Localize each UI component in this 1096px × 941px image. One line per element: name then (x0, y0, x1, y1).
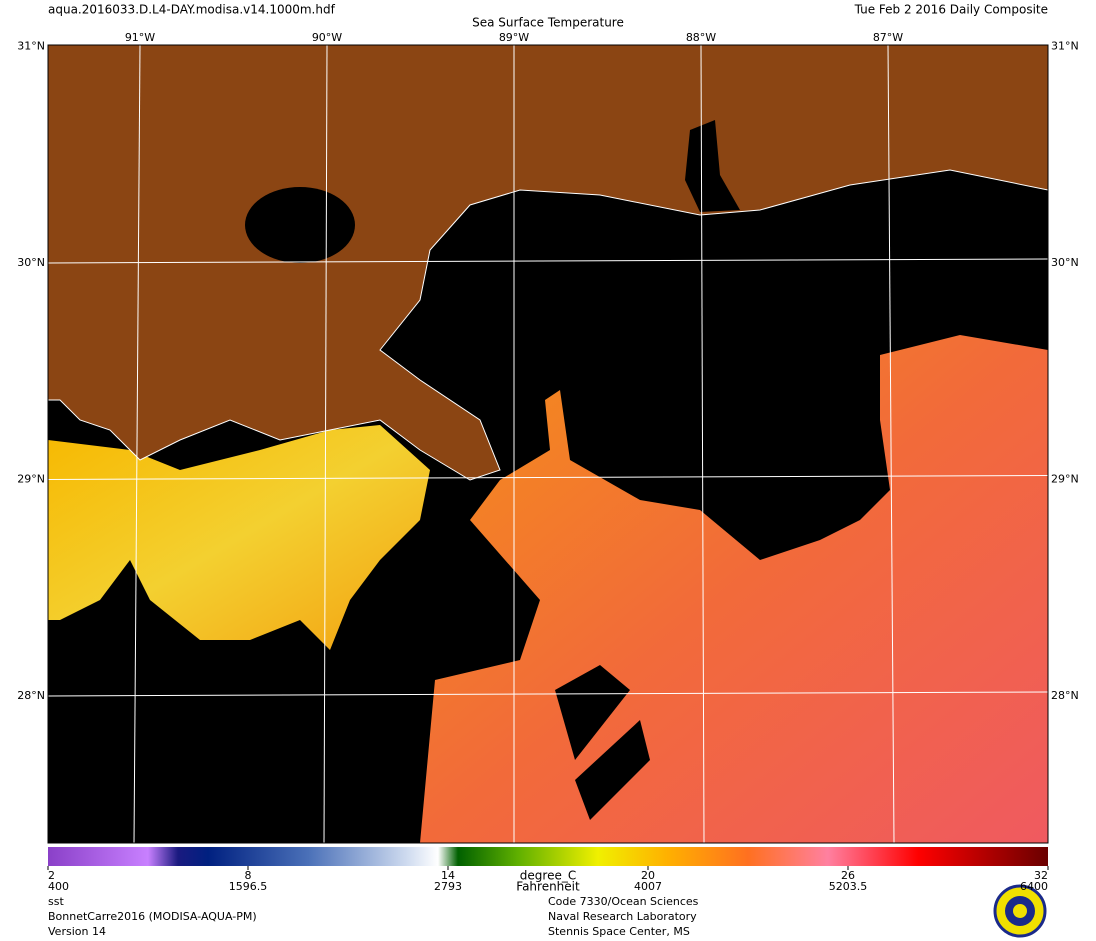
land (48, 45, 1048, 481)
map-frame (47, 44, 1049, 844)
lon-label: 89°W (499, 31, 529, 44)
lat-label: 30°N (17, 256, 45, 269)
colorbar-label: 32 (1034, 869, 1048, 882)
colorbar-label: 8 (245, 869, 252, 882)
org-line: Stennis Space Center, MS (548, 925, 690, 938)
lon-label: 90°W (312, 31, 342, 44)
title: Sea Surface Temperature (472, 16, 624, 30)
lon-label: 91°W (125, 31, 155, 44)
lon-label: 88°W (686, 31, 716, 44)
colorbar-alt-label: 5203.5 (829, 880, 868, 893)
dataset: BonnetCarre2016 (MODISA-AQUA-PM) (48, 910, 257, 923)
colorbar-label: 20 (641, 869, 655, 882)
lat-label: 31°N (17, 40, 45, 53)
colorbar-label: 26 (841, 869, 855, 882)
lon-line (700, 44, 705, 844)
filename: aqua.2016033.D.L4-DAY.modisa.v14.1000m.h… (48, 3, 336, 17)
org-line: Code 7330/Ocean Sciences (548, 895, 699, 908)
version: Version 14 (48, 925, 106, 938)
sst-west (48, 425, 430, 650)
lon-line (887, 44, 895, 844)
lat-label: 28°N (17, 689, 45, 702)
lat-line (47, 475, 1049, 480)
colorbar-label: 2 (48, 869, 55, 882)
lon-line (323, 44, 328, 844)
colorbar-alt-units: Fahrenheit (516, 880, 580, 894)
colorbar-alt-label: 400 (48, 880, 69, 893)
colorbar (48, 847, 1048, 866)
lon-line (133, 44, 141, 844)
cloud-gap (575, 720, 650, 820)
colorbar-label: 14 (441, 869, 455, 882)
cloud-gap (555, 665, 630, 760)
lat-label: 29°N (1051, 473, 1079, 486)
lat-line (47, 258, 1049, 264)
colorbar-alt-label: 4007 (634, 880, 662, 893)
lat-label: 31°N (1051, 40, 1079, 53)
graticule (47, 44, 1049, 844)
lake (245, 187, 355, 263)
map (48, 45, 1048, 843)
org-line: Naval Research Laboratory (548, 910, 697, 923)
colorbar-alt-label: 1596.5 (229, 880, 268, 893)
colorbar-alt-label: 2793 (434, 880, 462, 893)
date: Tue Feb 2 2016 Daily Composite (854, 3, 1048, 17)
logo (993, 884, 1047, 938)
colorbar-units: degree_C (520, 869, 576, 883)
lat-label: 30°N (1051, 256, 1079, 269)
lat-label: 28°N (1051, 689, 1079, 702)
colorbar-alt-label: 6400 (1020, 880, 1048, 893)
lat-label: 29°N (17, 473, 45, 486)
product: sst (48, 895, 64, 908)
lat-line (47, 691, 1049, 697)
bay (685, 120, 740, 212)
lon-label: 87°W (873, 31, 903, 44)
